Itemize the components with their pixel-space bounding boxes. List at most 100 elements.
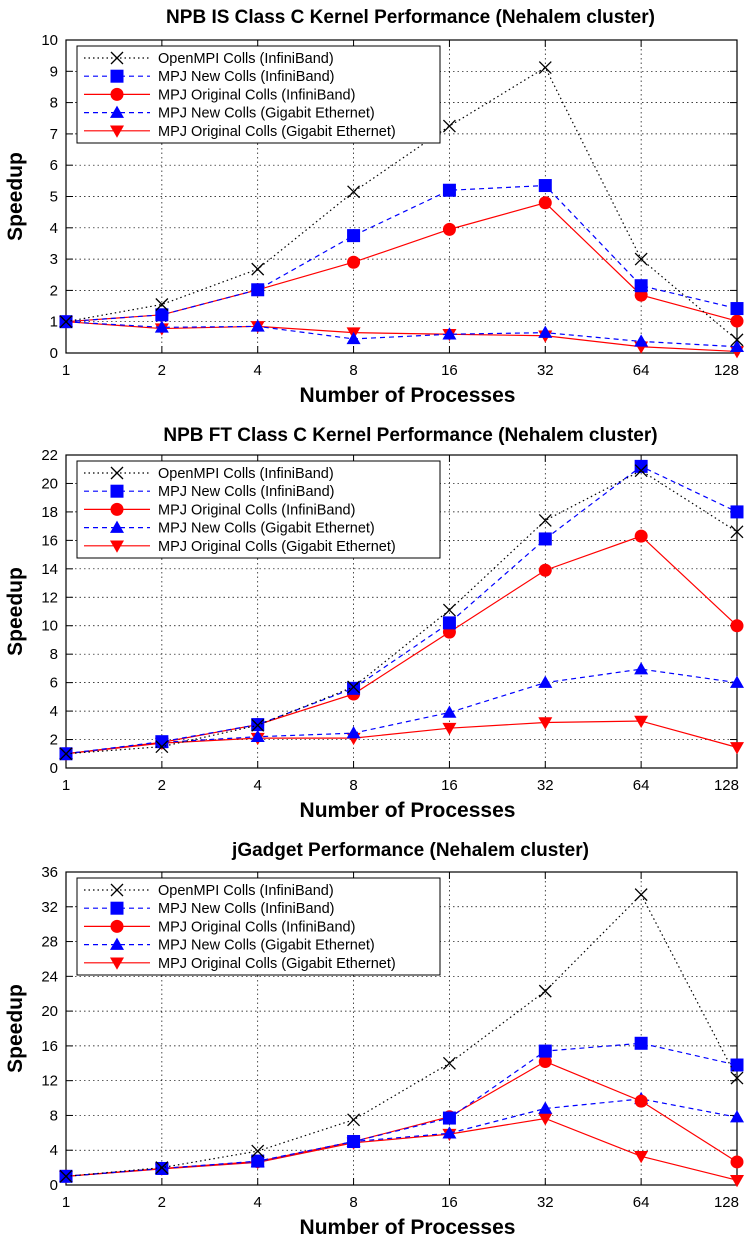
y-axis-label: Speedup: [4, 152, 27, 241]
data-point: [635, 279, 648, 292]
series-line: [66, 1043, 737, 1176]
x-tick-label: 16: [441, 777, 458, 794]
y-tick-label: 20: [41, 475, 58, 492]
legend-entry: OpenMPI Colls (InfiniBand): [158, 51, 334, 67]
y-tick-label: 20: [41, 1003, 58, 1020]
y-tick-label: 12: [41, 589, 58, 606]
chart-title: jGadget Performance (Nehalem cluster): [231, 840, 589, 861]
y-tick-label: 4: [50, 1142, 58, 1159]
x-tick-label: 64: [633, 362, 650, 379]
data-point: [443, 223, 456, 236]
legend-marker: [111, 902, 124, 915]
data-point: [348, 186, 360, 198]
data-point: [731, 1059, 744, 1072]
y-tick-label: 4: [50, 220, 58, 237]
legend-entry: MPJ Original Colls (InfiniBand): [158, 87, 355, 103]
y-tick-label: 16: [41, 1038, 58, 1055]
x-tick-label: 4: [254, 777, 262, 794]
y-tick-label: 36: [41, 864, 58, 881]
x-tick-label: 8: [349, 1194, 357, 1211]
y-tick-label: 16: [41, 532, 58, 549]
y-tick-label: 3: [50, 251, 58, 268]
legend-entry: MPJ Original Colls (Gigabit Ethernet): [158, 124, 396, 140]
chart-panel-3: jGadget Performance (Nehalem cluster) 0 4 8…: [4, 840, 744, 1239]
data-point: [635, 253, 647, 265]
y-tick-label: 28: [41, 934, 58, 951]
y-tick-label: 12: [41, 1073, 58, 1090]
x-tick-label: 2: [158, 777, 166, 794]
x-tick-label: 1: [62, 362, 70, 379]
y-tick-label: 14: [41, 561, 58, 578]
y-tick-label: 6: [50, 675, 58, 692]
x-tick-label: 8: [349, 362, 357, 379]
chart-panel-2: NPB FT Class C Kernel Performance (Nehal…: [4, 425, 744, 822]
data-point: [634, 662, 648, 674]
x-axis-label: Number of Processes: [300, 799, 516, 822]
legend: OpenMPI Colls (InfiniBand) MPJ New Colls …: [77, 46, 440, 143]
legend: OpenMPI Colls (InfiniBand) MPJ New Colls …: [77, 878, 440, 975]
data-point: [539, 196, 552, 209]
data-point: [539, 564, 552, 577]
data-point: [443, 604, 455, 616]
data-point: [347, 726, 361, 738]
y-tick-label: 4: [50, 703, 58, 720]
x-tick-label: 8: [349, 777, 357, 794]
data-point: [251, 283, 264, 296]
y-tick-label: 5: [50, 189, 58, 206]
data-point: [252, 263, 264, 275]
legend-marker: [111, 503, 124, 516]
data-point: [635, 530, 648, 543]
data-point: [155, 308, 168, 321]
series-line: [66, 1062, 737, 1177]
legend-marker: [111, 920, 124, 933]
data-point: [731, 1155, 744, 1168]
data-point: [539, 179, 552, 192]
legend-marker: [111, 485, 124, 498]
legend-entry: OpenMPI Colls (InfiniBand): [158, 883, 334, 899]
x-tick-label: 16: [441, 1194, 458, 1211]
data-point: [347, 1135, 360, 1148]
chart-title: NPB FT Class C Kernel Performance (Nehal…: [163, 425, 657, 446]
data-point: [731, 315, 744, 328]
data-point: [539, 514, 551, 526]
y-tick-label: 10: [41, 618, 58, 635]
legend-marker: [111, 70, 124, 83]
y-tick-label: 9: [50, 63, 58, 80]
legend-entry: MPJ Original Colls (Gigabit Ethernet): [158, 956, 396, 972]
data-point: [539, 985, 551, 997]
x-tick-label: 2: [158, 1194, 166, 1211]
x-tick-label: 1: [62, 777, 70, 794]
y-tick-label: 8: [50, 95, 58, 112]
y-tick-label: 1: [50, 314, 58, 331]
data-point: [635, 1037, 648, 1050]
y-tick-label: 0: [50, 345, 58, 362]
x-tick-label: 2: [158, 362, 166, 379]
data-point: [539, 1045, 552, 1058]
y-tick-label: 0: [50, 1177, 58, 1194]
chart-title: NPB IS Class C Kernel Performance (Nehal…: [166, 7, 655, 28]
data-point: [730, 1110, 744, 1122]
y-tick-label: 2: [50, 732, 58, 749]
x-axis-label: Number of Processes: [300, 384, 516, 407]
y-tick-label: 22: [41, 447, 58, 464]
x-tick-label: 32: [537, 777, 554, 794]
legend-entry: MPJ New Colls (InfiniBand): [158, 901, 334, 917]
y-tick-label: 0: [50, 760, 58, 777]
legend: OpenMPI Colls (InfiniBand) MPJ New Colls …: [77, 461, 440, 558]
x-tick-label: 1: [62, 1194, 70, 1211]
x-tick-label: 16: [441, 362, 458, 379]
x-tick-label: 32: [537, 1194, 554, 1211]
x-tick-label: 4: [254, 362, 262, 379]
y-tick-label: 10: [41, 32, 58, 49]
x-tick-label: 128: [714, 362, 739, 379]
legend-entry: MPJ Original Colls (InfiniBand): [158, 919, 355, 935]
data-point: [731, 619, 744, 632]
data-point: [443, 184, 456, 197]
data-point: [442, 706, 456, 718]
data-point: [730, 742, 744, 754]
y-tick-label: 8: [50, 1107, 58, 1124]
y-tick-label: 24: [41, 968, 58, 985]
x-tick-label: 64: [633, 1194, 650, 1211]
data-point: [731, 302, 744, 315]
